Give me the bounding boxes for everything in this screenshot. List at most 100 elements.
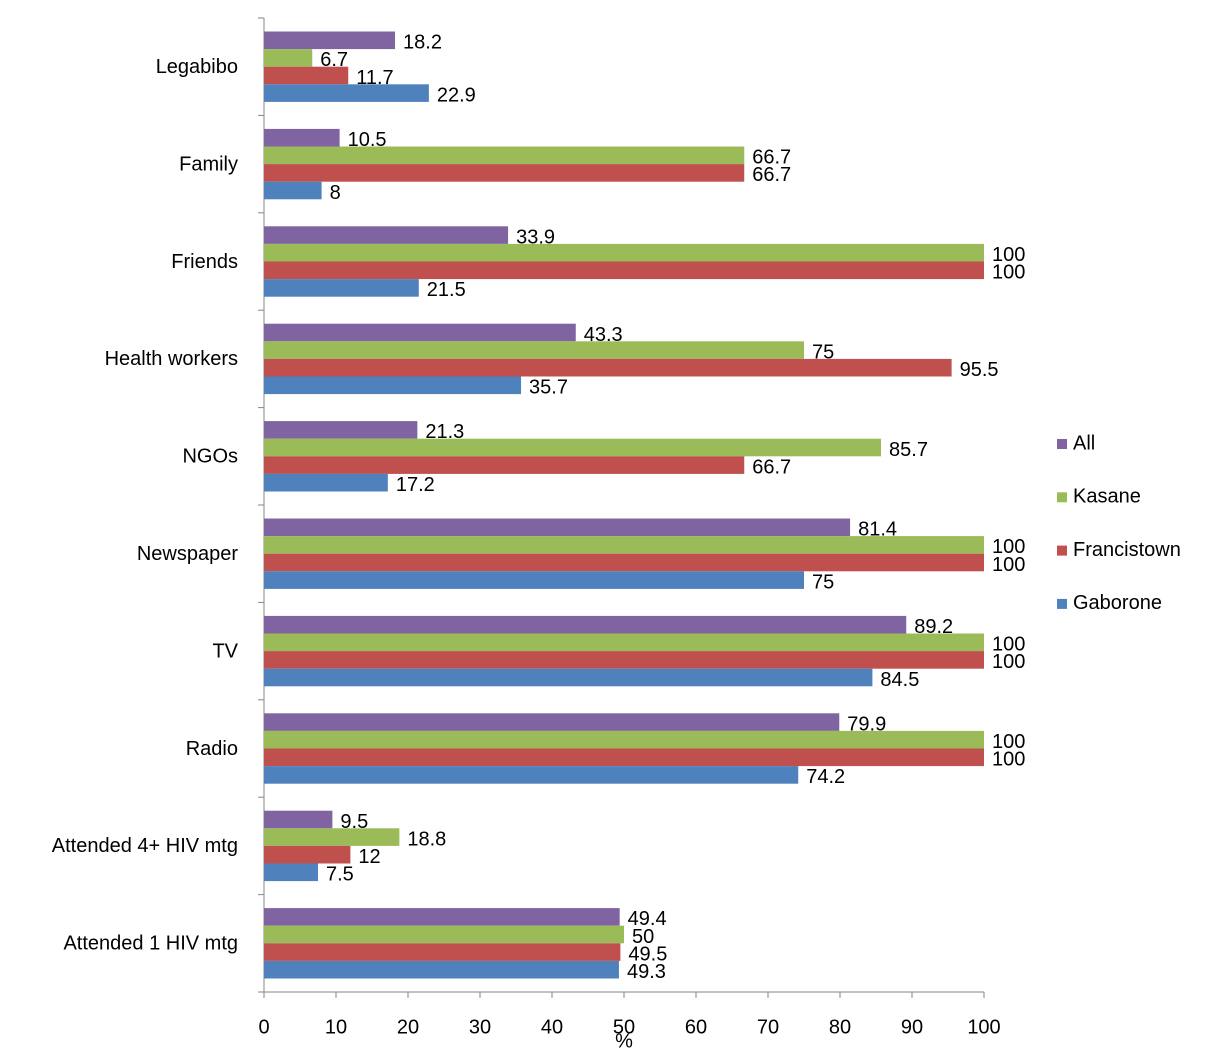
data-label: 43.3 xyxy=(584,324,623,346)
x-tick-label: 100 xyxy=(967,1016,1000,1038)
data-label: 100 xyxy=(992,731,1025,753)
bar xyxy=(264,31,396,50)
bar xyxy=(264,536,984,554)
x-tick-label: 10 xyxy=(325,1016,347,1038)
data-label: 12 xyxy=(358,846,380,868)
x-tick-label: 70 xyxy=(757,1016,779,1038)
data-label: 9.5 xyxy=(340,811,368,833)
data-label: 49.5 xyxy=(628,943,667,965)
y-tick-label: TV xyxy=(212,640,238,662)
data-label: 100 xyxy=(992,634,1025,656)
data-label: 49.3 xyxy=(627,961,666,983)
legend-swatch xyxy=(1057,545,1067,556)
y-tick-label: Radio xyxy=(186,738,238,760)
bar xyxy=(264,261,984,280)
bar xyxy=(264,713,840,731)
bar xyxy=(264,553,984,572)
data-label: 100 xyxy=(992,536,1025,558)
bar xyxy=(264,615,907,634)
bar xyxy=(264,243,984,262)
bar xyxy=(264,828,400,846)
data-label: 11.7 xyxy=(356,67,393,89)
data-label: 79.9 xyxy=(847,713,886,735)
y-tick-label: NGOs xyxy=(182,446,238,468)
data-label: 66.7 xyxy=(752,164,791,186)
data-label: 84.5 xyxy=(880,669,919,691)
bar xyxy=(264,633,984,652)
bar xyxy=(264,730,984,749)
legend-label: Francistown xyxy=(1073,539,1181,561)
bar xyxy=(264,421,418,439)
bar xyxy=(264,473,388,492)
bar xyxy=(264,668,873,687)
data-label: 7.5 xyxy=(326,864,354,886)
data-label: 100 xyxy=(992,749,1025,771)
bar xyxy=(264,845,351,864)
data-label: 10.5 xyxy=(348,129,387,151)
data-label: 74.2 xyxy=(806,766,845,788)
data-label: 49.4 xyxy=(628,908,667,930)
bar xyxy=(264,164,745,182)
bar xyxy=(264,651,984,669)
bar xyxy=(264,810,333,829)
data-label: 35.7 xyxy=(529,377,568,399)
y-tick-label: Family xyxy=(179,153,238,175)
bar xyxy=(264,748,984,767)
bar xyxy=(264,226,509,244)
data-label: 8 xyxy=(330,182,341,204)
x-tick-label: 20 xyxy=(397,1016,419,1038)
bar xyxy=(264,456,745,474)
data-label: 6.7 xyxy=(320,49,348,71)
bar xyxy=(264,960,619,979)
x-tick-label: 50 xyxy=(613,1016,635,1038)
data-label: 95.5 xyxy=(960,359,999,381)
x-tick-label: 40 xyxy=(541,1016,563,1038)
bar xyxy=(264,925,624,944)
data-label: 18.8 xyxy=(407,828,446,850)
bar xyxy=(264,146,745,165)
data-label: 100 xyxy=(992,262,1025,284)
legend-swatch xyxy=(1057,492,1067,503)
bar xyxy=(264,279,419,297)
bar xyxy=(264,376,522,395)
data-label: 66.7 xyxy=(752,456,791,478)
data-label: 100 xyxy=(992,651,1025,673)
legend-label: All xyxy=(1073,432,1095,454)
x-tick-label: 0 xyxy=(258,1016,269,1038)
data-label: 100 xyxy=(992,244,1025,266)
y-tick-label: Attended 1 HIV mtg xyxy=(63,933,238,955)
x-tick-label: 80 xyxy=(829,1016,851,1038)
x-tick-label: 60 xyxy=(685,1016,707,1038)
data-label: 50 xyxy=(632,926,654,948)
bar xyxy=(264,341,804,359)
data-label: 18.2 xyxy=(403,32,442,54)
bar xyxy=(264,128,340,147)
data-label: 81.4 xyxy=(858,519,897,541)
y-tick-label: Friends xyxy=(171,251,238,273)
data-label: 21.3 xyxy=(425,421,464,443)
data-label: 66.7 xyxy=(752,147,791,169)
legend-swatch xyxy=(1057,598,1067,609)
data-label: 85.7 xyxy=(889,439,928,461)
bar xyxy=(264,518,851,537)
legend-label: Kasane xyxy=(1073,486,1141,508)
y-tick-label: Health workers xyxy=(105,348,238,370)
bar xyxy=(264,323,576,342)
x-tick-label: 30 xyxy=(469,1016,491,1038)
bar xyxy=(264,766,799,784)
y-tick-label: Legabibo xyxy=(156,56,238,78)
data-label: 75 xyxy=(812,571,834,593)
bar xyxy=(264,181,322,200)
bar xyxy=(264,66,349,85)
data-label: 17.2 xyxy=(396,474,435,496)
data-label: 21.5 xyxy=(427,279,466,301)
x-tick-label: 90 xyxy=(901,1016,923,1038)
bar xyxy=(264,49,313,67)
bar xyxy=(264,571,804,589)
data-label: 22.9 xyxy=(437,84,476,106)
bar xyxy=(264,863,318,882)
data-label: 75 xyxy=(812,341,834,363)
legend-label: Gaborone xyxy=(1073,592,1162,614)
bar xyxy=(264,438,882,457)
